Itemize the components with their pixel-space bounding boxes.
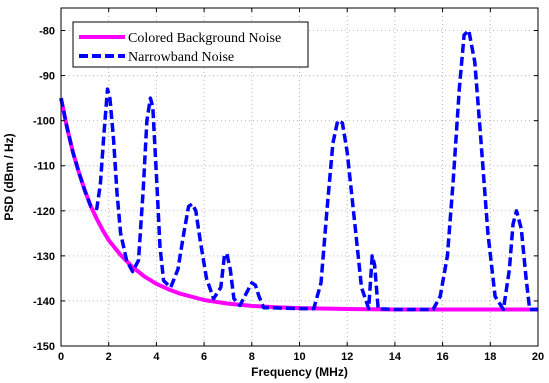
y-tick-label: -150 bbox=[33, 341, 55, 353]
x-tick-label: 16 bbox=[436, 351, 448, 363]
y-tick-label: -100 bbox=[33, 116, 55, 128]
x-tick-label: 6 bbox=[201, 351, 207, 363]
x-tick-label: 20 bbox=[532, 351, 544, 363]
x-tick-label: 14 bbox=[389, 351, 402, 363]
y-tick-label: -120 bbox=[33, 206, 55, 218]
series-group bbox=[59, 28, 538, 312]
y-tick-label: -80 bbox=[39, 26, 55, 38]
series-line-narrowband-noise bbox=[59, 28, 538, 312]
y-tick-label: -90 bbox=[39, 71, 55, 83]
x-axis-label: Frequency (MHz) bbox=[251, 365, 348, 379]
tick-group: 0 2 4 6 8 10 12 14 16 18 20 -150 -140 -130 -120 -110 -10… bbox=[33, 8, 544, 363]
y-tick-label: -130 bbox=[33, 251, 55, 263]
y-tick-label: -140 bbox=[33, 296, 55, 308]
legend: Colored Background Noise Narrowband Nois… bbox=[72, 21, 309, 68]
legend-box bbox=[72, 21, 309, 68]
x-tick-label: 2 bbox=[106, 351, 112, 363]
x-tick-label: 12 bbox=[341, 351, 353, 363]
y-axis-label: PSD (dBm / Hz) bbox=[2, 133, 16, 220]
x-tick-label: 0 bbox=[58, 351, 64, 363]
x-tick-label: 8 bbox=[249, 351, 255, 363]
x-tick-label: 10 bbox=[293, 351, 305, 363]
x-tick-label: 4 bbox=[153, 351, 160, 363]
legend-label-colored-background-noise: Colored Background Noise bbox=[128, 31, 281, 46]
x-tick-label: 18 bbox=[484, 351, 496, 363]
legend-label-narrowband-noise: Narrowband Noise bbox=[128, 50, 234, 65]
y-tick-label: -110 bbox=[34, 161, 55, 173]
